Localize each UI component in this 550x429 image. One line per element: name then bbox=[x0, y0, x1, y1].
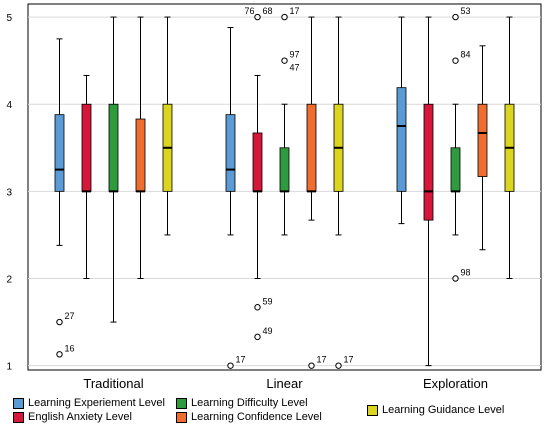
box-iqr bbox=[306, 103, 317, 192]
outlier-point bbox=[452, 275, 459, 282]
box-iqr bbox=[396, 87, 407, 192]
box-iqr bbox=[450, 147, 461, 192]
outlier-point bbox=[254, 333, 261, 341]
box-iqr bbox=[54, 114, 65, 192]
outlier-point bbox=[452, 13, 459, 21]
outlier-label: 53 bbox=[461, 6, 471, 16]
legend-swatch bbox=[176, 397, 187, 409]
legend-item: Learning Difficulty Level bbox=[176, 397, 308, 409]
x-category-label: Linear bbox=[266, 376, 303, 391]
legend-label: Learning Guidance Level bbox=[382, 404, 505, 416]
outlier-point bbox=[254, 304, 261, 311]
box-iqr bbox=[279, 147, 290, 192]
outlier-label: 68 bbox=[263, 6, 273, 16]
box-iqr bbox=[423, 103, 434, 221]
outlier-label: 49 bbox=[263, 326, 273, 336]
legend-swatch bbox=[176, 411, 187, 423]
outlier-label: 84 bbox=[461, 50, 471, 60]
outlier-label: 16 bbox=[65, 343, 75, 353]
outlier-point bbox=[281, 57, 288, 64]
legend-label: Learning Confidence Level bbox=[191, 411, 322, 423]
outlier-point bbox=[56, 351, 63, 358]
outlier-label: 17 bbox=[236, 355, 246, 365]
outlier-label: 17 bbox=[290, 6, 300, 16]
legend-label: Learning Difficulty Level bbox=[191, 397, 308, 409]
legend: Learning Experiement Level English Anxie… bbox=[0, 388, 550, 429]
outlier-point bbox=[452, 57, 459, 64]
outlier-label: 76 bbox=[245, 6, 255, 16]
legend-swatch bbox=[13, 397, 24, 409]
outlier-label: 98 bbox=[461, 268, 471, 278]
legend-item: Learning Guidance Level bbox=[367, 404, 504, 416]
box-iqr bbox=[477, 103, 488, 177]
x-category-label: Exploration bbox=[423, 376, 488, 391]
y-tick-label: 5 bbox=[6, 13, 12, 24]
outlier-point bbox=[254, 13, 261, 21]
box-iqr bbox=[81, 103, 92, 192]
outlier-point bbox=[227, 362, 234, 369]
outlier-label: 59 bbox=[263, 296, 273, 306]
outlier-point bbox=[308, 362, 315, 369]
outlier-label: 27 bbox=[65, 311, 75, 321]
outlier-label: 17 bbox=[344, 355, 354, 365]
legend-swatch bbox=[13, 411, 24, 423]
outlier-label: 47 bbox=[290, 63, 300, 73]
box-iqr bbox=[225, 114, 236, 192]
outlier-label: 97 bbox=[290, 50, 300, 60]
outlier-point bbox=[281, 13, 288, 21]
y-tick-label: 2 bbox=[6, 275, 12, 286]
y-tick-label: 1 bbox=[6, 362, 12, 373]
box-iqr bbox=[135, 118, 146, 192]
x-category-label: Traditional bbox=[83, 376, 143, 391]
legend-label: Learning Experiement Level bbox=[28, 397, 165, 409]
legend-item: Learning Confidence Level bbox=[176, 411, 322, 423]
legend-item: English Anxiety Level bbox=[13, 411, 132, 423]
box-iqr bbox=[252, 132, 263, 192]
outlier-label: 17 bbox=[317, 355, 327, 365]
legend-label: English Anxiety Level bbox=[28, 411, 132, 423]
box-iqr bbox=[108, 103, 119, 192]
legend-item: Learning Experiement Level bbox=[13, 397, 165, 409]
y-tick-label: 3 bbox=[6, 187, 12, 198]
outlier-point bbox=[335, 362, 342, 369]
y-tick-label: 4 bbox=[6, 100, 12, 111]
outlier-point bbox=[56, 318, 63, 326]
legend-swatch bbox=[367, 404, 378, 416]
plot-frame bbox=[27, 3, 542, 371]
